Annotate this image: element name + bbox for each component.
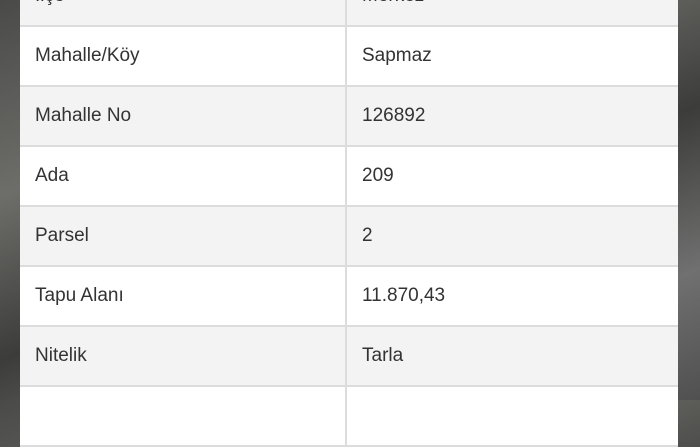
row-label: Ada	[20, 147, 347, 205]
row-label: Mahalle No	[20, 87, 347, 145]
parcel-info-table: İlçeMerkez Mahalle/Köy Sapmaz Mahalle No 1…	[20, 0, 678, 447]
table-row: Mahalle No 126892	[20, 87, 678, 147]
row-label: Tapu Alanı	[20, 267, 347, 325]
row-value: Sapmaz	[362, 45, 432, 66]
table-row: Nitelik Tarla	[20, 327, 678, 387]
table-row: Ada 209	[20, 147, 678, 207]
table-row	[20, 387, 678, 447]
row-value: Tarla	[362, 345, 404, 366]
table-row: İlçeMerkez	[20, 0, 678, 27]
row-label: Nitelik	[20, 327, 347, 385]
row-value: 11.870,43	[362, 285, 446, 306]
row-value: 2	[362, 225, 373, 246]
table-row: Mahalle/Köy Sapmaz	[20, 27, 678, 87]
row-label: Parsel	[20, 207, 347, 265]
table-row: Parsel 2	[20, 207, 678, 267]
row-value: 209	[362, 165, 394, 186]
row-value: 126892	[362, 105, 426, 126]
row-label: İlçe	[20, 0, 347, 25]
row-value: Merkez	[347, 0, 678, 25]
row-label: Mahalle/Köy	[20, 27, 347, 85]
row-value	[347, 387, 678, 445]
row-label	[20, 387, 347, 445]
table-row: Tapu Alanı 11.870,43	[20, 267, 678, 327]
